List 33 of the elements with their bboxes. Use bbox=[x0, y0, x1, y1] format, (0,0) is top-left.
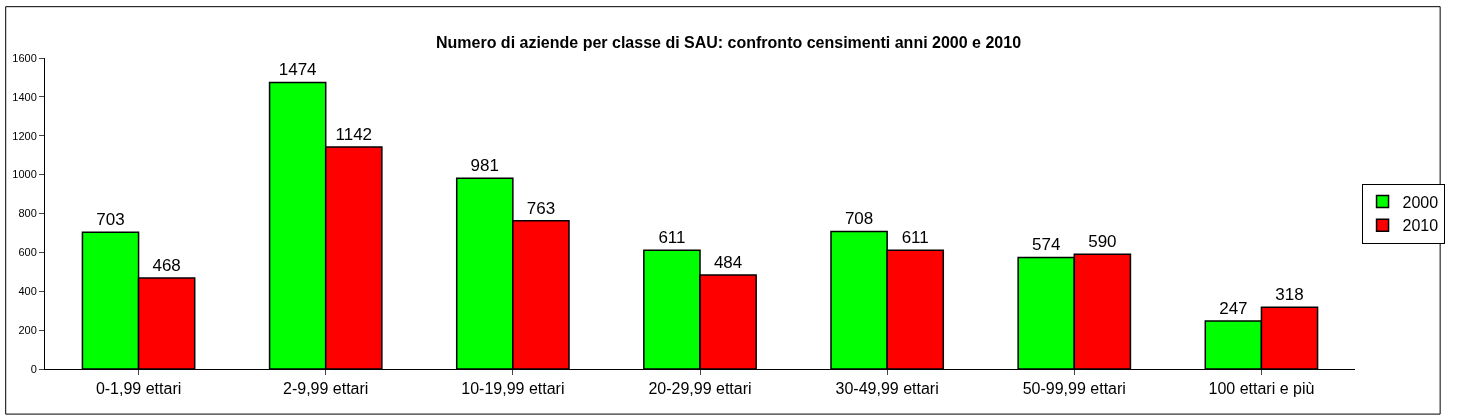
y-tick-label: 800 bbox=[18, 207, 37, 220]
data-label: 981 bbox=[470, 156, 499, 176]
data-label: 468 bbox=[152, 256, 181, 276]
data-label: 1474 bbox=[278, 60, 317, 80]
legend-label: 2010 bbox=[1402, 217, 1439, 235]
data-label: 484 bbox=[713, 252, 743, 272]
data-label: 318 bbox=[1275, 285, 1304, 305]
legend-label: 2000 bbox=[1402, 193, 1439, 211]
data-label: 611 bbox=[901, 228, 929, 248]
data-label: 247 bbox=[1219, 298, 1248, 318]
x-tick-label: 20-29,99 ettari bbox=[648, 380, 752, 398]
data-label: 611 bbox=[658, 228, 686, 248]
data-label: 763 bbox=[526, 198, 556, 218]
chart-title: Numero di aziende per classe di SAU: confronto censimenti anni 2000 e 2010 bbox=[435, 33, 1022, 51]
x-tick-label: 30-49,99 ettari bbox=[835, 380, 939, 398]
data-label: 590 bbox=[1088, 232, 1117, 252]
y-tick-label: 600 bbox=[18, 246, 37, 259]
y-tick-label: 400 bbox=[18, 285, 37, 298]
x-tick-label: 2-9,99 ettari bbox=[283, 380, 369, 398]
data-label: 708 bbox=[844, 209, 874, 229]
data-label: 703 bbox=[96, 210, 125, 230]
y-tick-label: 200 bbox=[18, 323, 37, 336]
x-tick-label: 10-19,99 ettari bbox=[461, 380, 565, 398]
y-tick-label: 0 bbox=[30, 362, 37, 375]
y-tick-label: 1400 bbox=[12, 90, 37, 103]
y-tick-label: 1000 bbox=[12, 168, 37, 181]
data-label: 574 bbox=[1032, 235, 1061, 255]
y-tick-label: 1200 bbox=[12, 129, 37, 142]
y-tick-label: 1600 bbox=[12, 51, 37, 64]
x-tick-label: 0-1,99 ettari bbox=[95, 380, 182, 398]
x-tick-label: 50-99,99 ettari bbox=[1022, 380, 1126, 398]
data-label: 1142 bbox=[335, 125, 373, 145]
x-tick-label: 100 ettari e più bbox=[1208, 380, 1315, 398]
